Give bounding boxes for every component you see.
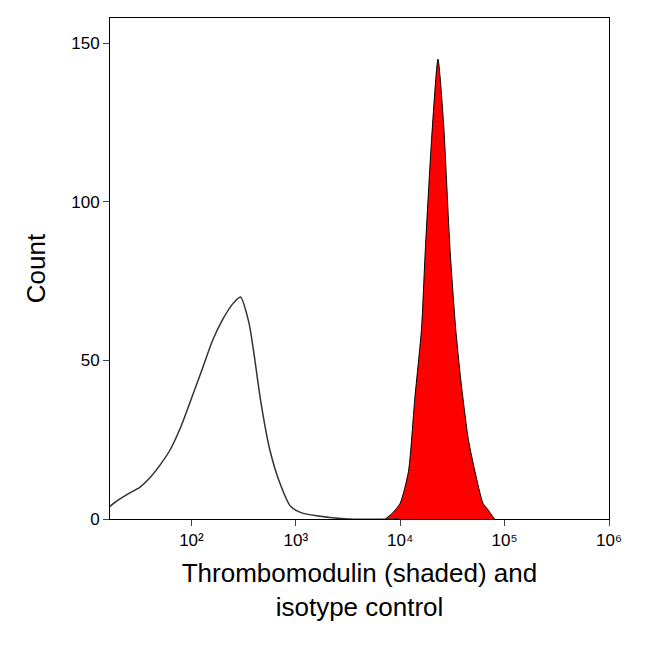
svg-text:10⁶: 10⁶ (596, 531, 622, 550)
svg-text:0: 0 (90, 510, 99, 529)
svg-text:Count: Count (21, 233, 51, 303)
svg-text:Thrombomodulin (shaded) andiso: Thrombomodulin (shaded) andisotype contr… (182, 558, 538, 622)
svg-text:150: 150 (71, 34, 99, 53)
svg-text:100: 100 (71, 193, 99, 212)
svg-text:10³: 10³ (284, 531, 309, 550)
svg-text:10²: 10² (179, 531, 204, 550)
svg-text:50: 50 (81, 351, 100, 370)
svg-text:10⁴: 10⁴ (387, 531, 413, 550)
svg-text:10⁵: 10⁵ (492, 531, 518, 550)
